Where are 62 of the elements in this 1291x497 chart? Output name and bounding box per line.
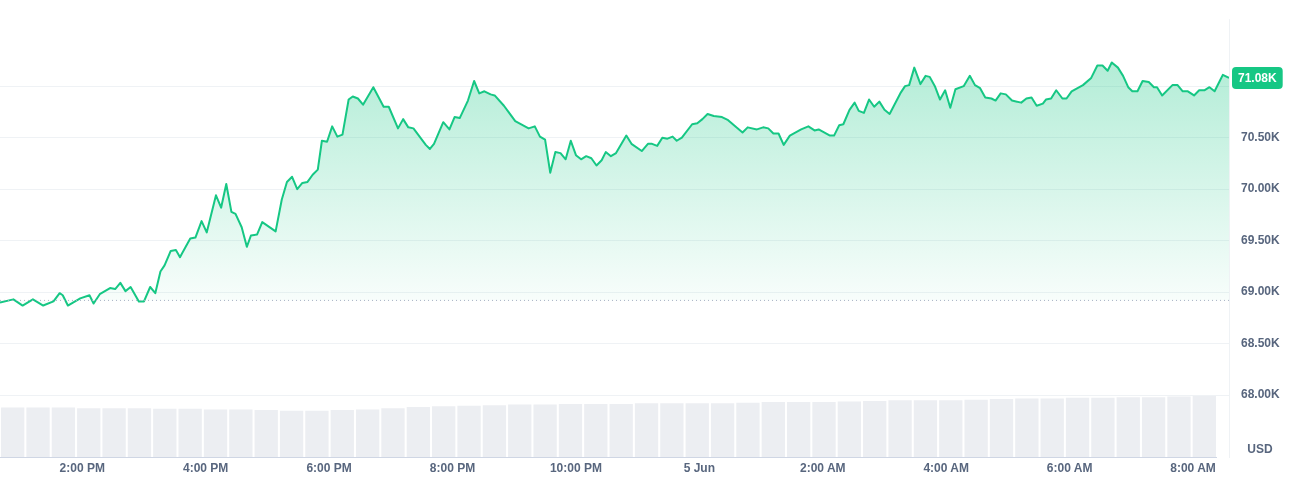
x-tick-label: 5 Jun	[683, 460, 716, 475]
y-axis-title: USD	[1247, 442, 1273, 457]
x-tick-label: 6:00 AM	[1046, 460, 1093, 475]
bar	[1091, 397, 1115, 457]
x-tick-label: 6:00 PM	[306, 460, 352, 475]
bar	[913, 400, 938, 457]
bar	[989, 399, 1014, 457]
x-tick-label: 4:00 AM	[923, 460, 969, 475]
bar	[863, 400, 887, 457]
bar	[736, 402, 760, 457]
bar	[837, 401, 862, 457]
annotation: 71.08K	[1238, 71, 1278, 86]
bar	[584, 403, 608, 457]
x-tick-label: 2:00 AM	[799, 460, 846, 475]
x-tick-label: 8:00 PM	[429, 460, 476, 475]
bar	[482, 405, 507, 457]
bar	[102, 408, 126, 457]
bar	[178, 408, 202, 457]
bar	[51, 407, 76, 457]
bar	[786, 402, 811, 457]
y-tick-label: 70.00K	[1241, 181, 1281, 196]
bar	[254, 410, 278, 457]
bar	[279, 410, 304, 457]
bar	[634, 403, 659, 457]
bar	[888, 400, 912, 457]
bar	[939, 400, 963, 457]
bar	[685, 403, 709, 457]
bar	[153, 408, 177, 457]
x-tick-label: 4:00 PM	[183, 460, 229, 475]
y-tick-label: 68.00K	[1241, 387, 1281, 402]
bar	[305, 410, 329, 457]
bar	[355, 409, 380, 457]
bar	[127, 408, 152, 457]
bar	[26, 407, 50, 457]
bar	[761, 402, 785, 457]
y-tick-label: 70.50K	[1241, 129, 1281, 144]
y-tick-label: 68.50K	[1241, 335, 1281, 350]
x-tick-label: 10:00 PM	[549, 460, 602, 475]
bar	[533, 404, 557, 457]
bar	[710, 403, 735, 457]
bar	[1040, 398, 1064, 457]
x-tick-label: 8:00 AM	[1170, 460, 1216, 475]
bar	[508, 404, 532, 457]
bar	[1, 407, 25, 457]
bar	[203, 409, 228, 457]
bar	[1015, 398, 1039, 457]
bar	[812, 402, 836, 457]
bar	[330, 410, 354, 457]
bar	[964, 399, 988, 457]
bar	[229, 409, 253, 457]
x-tick-label: 2:00 PM	[59, 460, 105, 475]
bar	[1065, 397, 1090, 457]
bar	[381, 408, 405, 457]
bar	[660, 403, 684, 457]
bar	[558, 403, 583, 457]
bar	[77, 408, 101, 457]
bar	[457, 405, 481, 457]
bar	[406, 406, 431, 457]
y-tick-label: 69.50K	[1241, 232, 1281, 247]
bar	[609, 403, 633, 457]
y-tick-label: 69.00K	[1241, 284, 1281, 299]
bar	[432, 406, 456, 457]
